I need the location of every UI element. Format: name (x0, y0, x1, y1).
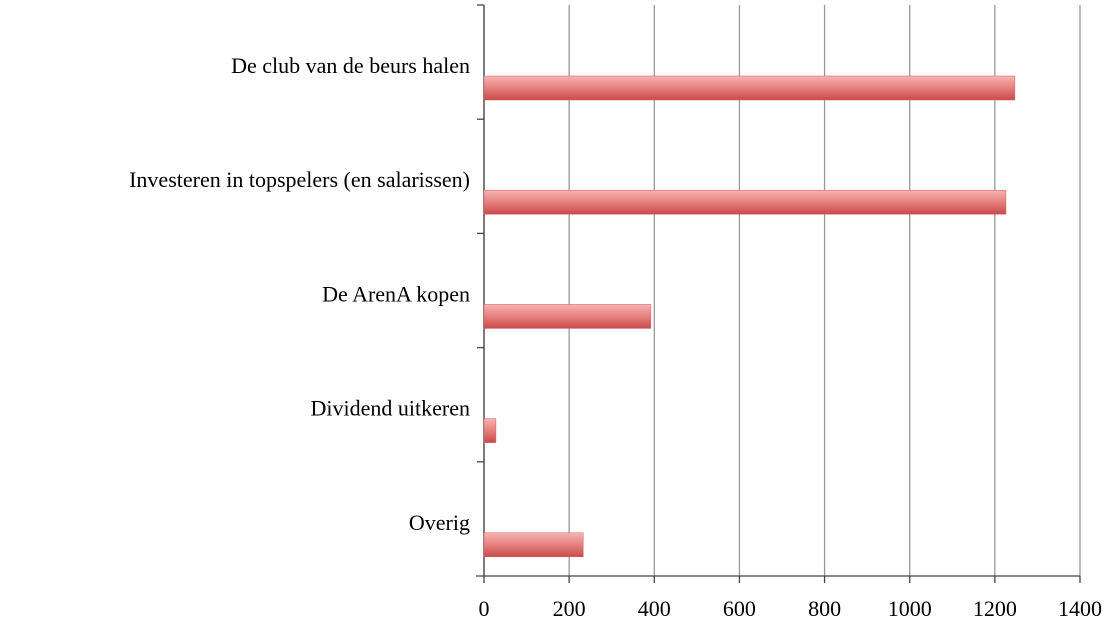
bar (483, 75, 1016, 101)
x-tick-label: 1200 (973, 596, 1017, 621)
y-tick-label: Dividend uitkeren (311, 396, 470, 421)
bar (483, 304, 652, 329)
x-tick-label: 200 (553, 596, 586, 621)
x-tick-label: 400 (638, 596, 671, 621)
x-tick-label: 800 (808, 596, 841, 621)
y-tick-label: De ArenA kopen (322, 281, 470, 306)
bar (483, 418, 497, 443)
x-tick-label: 1000 (888, 596, 932, 621)
bar (483, 532, 584, 558)
y-tick-label: De club van de beurs halen (231, 53, 470, 78)
y-tick-label: Overig (409, 510, 470, 535)
y-tick-label: Investeren in topspelers (en salarissen) (129, 167, 470, 192)
x-tick-label: 600 (723, 596, 756, 621)
bar (483, 189, 1007, 215)
x-tick-label: 1400 (1058, 596, 1102, 621)
x-tick-label: 0 (479, 596, 490, 621)
